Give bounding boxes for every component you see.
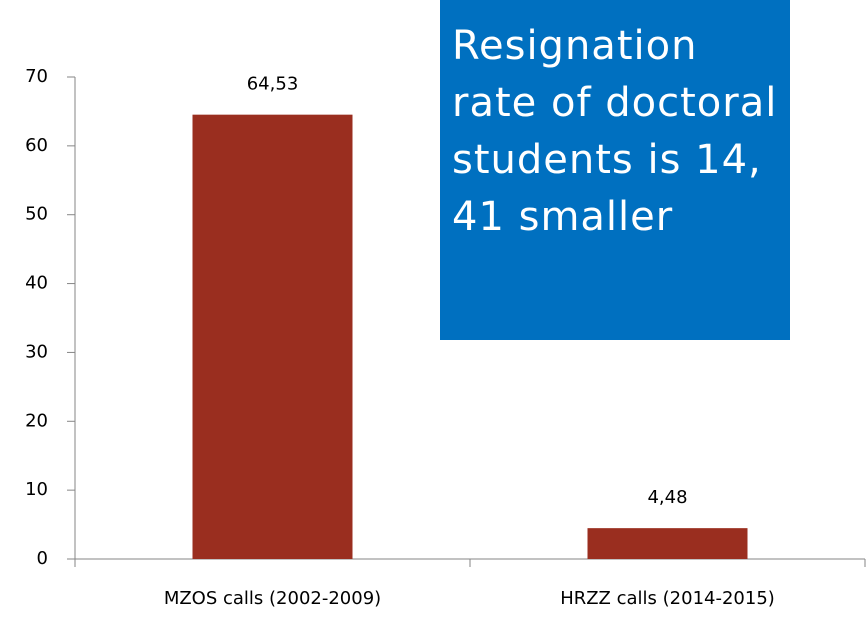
y-tick-label: 20 [25, 410, 48, 431]
value-label: 64,53 [247, 74, 299, 95]
y-tick-label: 70 [25, 66, 48, 87]
y-tick-label: 40 [25, 273, 48, 294]
y-tick-label: 0 [37, 548, 48, 569]
y-tick-label: 10 [25, 479, 48, 500]
annotation: Resignation rate of doctoral students is… [440, 0, 790, 340]
x-tick-label: MZOS calls (2002-2009) [164, 588, 381, 609]
value-label: 4,48 [647, 487, 687, 508]
bar [587, 528, 748, 559]
y-tick-label: 30 [25, 341, 48, 362]
y-tick-label: 50 [25, 204, 48, 225]
x-tick-label: HRZZ calls (2014-2015) [560, 588, 775, 609]
y-tick-label: 60 [25, 135, 48, 156]
bar [192, 114, 353, 559]
